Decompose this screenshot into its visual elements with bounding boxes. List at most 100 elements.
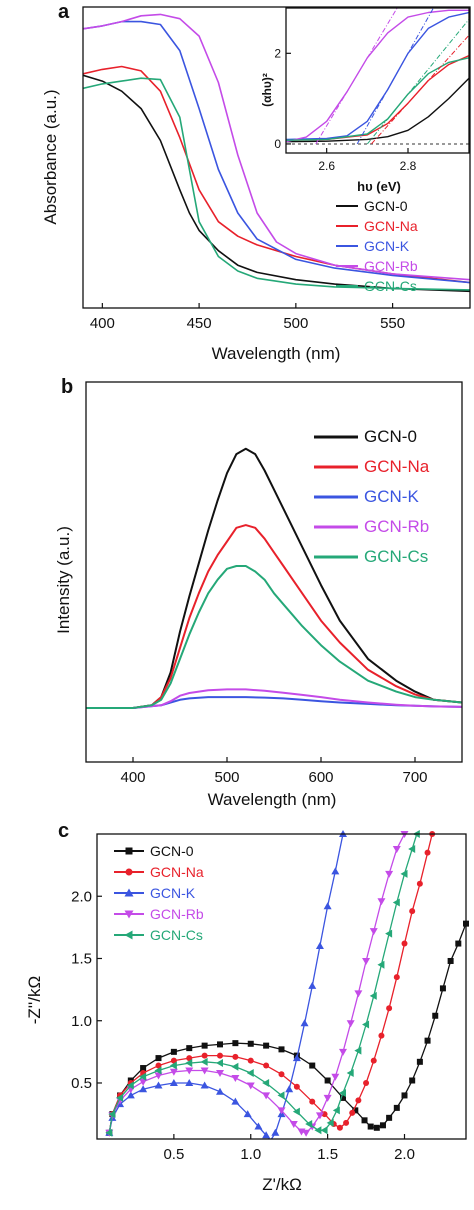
panel-c-point-gcn-0-15 (309, 1062, 316, 1069)
panel-b-x-tick-label-0: 400 (120, 769, 145, 786)
panel-c-legend-marker-gcn-na (125, 868, 133, 876)
panel-c-point-gcn-0-21 (373, 1124, 380, 1131)
panel-c-x-tick-label-0: 0.5 (163, 1146, 184, 1163)
panel-a-legend-label-gcn-cs: GCN-Cs (364, 278, 417, 294)
panel-b-legend-label-gcn-0: GCN-0 (364, 427, 417, 446)
inset-x-tick-label-1: 2.8 (400, 159, 417, 173)
panel-b: b 400 500 600 700 Wavelength (nm) Intensity… (54, 376, 463, 809)
panel-c-point-gcn-rb-11 (246, 1082, 255, 1090)
panel-c-point-gcn-rb-27 (385, 870, 394, 878)
panel-c-point-gcn-0-26 (409, 1077, 416, 1084)
panel-c-series-line-gcn-rb (108, 834, 406, 1134)
inset-series-line-gcn-cs (286, 57, 469, 141)
panel-a-legend-label-gcn-rb: GCN-Rb (364, 258, 418, 274)
panel-b-series-line-gcn-0 (86, 447, 462, 709)
panel-c-point-gcn-0-17 (340, 1094, 346, 1101)
inset-y-tick-label-1: 2 (274, 47, 281, 61)
panel-c-point-gcn-k-20 (308, 981, 317, 989)
panel-c-legend-label-gcn-cs: GCN-Cs (150, 927, 203, 943)
panel-c-point-gcn-rb-4 (139, 1078, 148, 1086)
panel-c-point-gcn-0-24 (393, 1104, 400, 1111)
panel-c-point-gcn-cs-2 (116, 1093, 124, 1102)
panel-c-point-gcn-cs-3 (126, 1081, 134, 1090)
panel-c-point-gcn-k-18 (292, 1054, 301, 1062)
inset-frame (285, 7, 470, 154)
panel-b-x-tick-label-2: 600 (308, 769, 333, 786)
panel-c-point-gcn-na-9 (217, 1052, 223, 1059)
panel-c-point-gcn-0-16 (324, 1077, 331, 1084)
panel-c-point-gcn-na-21 (355, 1097, 362, 1104)
panel-c-point-gcn-na-13 (278, 1071, 285, 1078)
panel-a-series-line-gcn-0 (83, 74, 470, 293)
panel-c-point-gcn-k-11 (243, 1110, 252, 1118)
panel-c-point-gcn-rb-23 (354, 990, 363, 998)
panel-c-point-gcn-cs-6 (169, 1061, 177, 1070)
panel-c-y-tick-label-0: 0.5 (71, 1075, 92, 1092)
panel-c-point-gcn-0-19 (361, 1117, 368, 1124)
panel-c-point-gcn-na-18 (336, 1124, 343, 1131)
inset-tangent-gcn-na (371, 34, 469, 145)
panel-c-legend: GCN-0 GCN-Na GCN-K GCN-Rb GCN-Cs (114, 843, 204, 943)
panel-c-point-gcn-k-5 (154, 1081, 163, 1089)
panel-c-point-gcn-cs-29 (408, 844, 416, 853)
inset-x-label: hυ (eV) (357, 179, 401, 194)
panel-c-point-gcn-na-7 (186, 1055, 193, 1062)
panel-c-point-gcn-cs-5 (154, 1066, 162, 1075)
panel-a-y-label: Absorbance (a.u.) (41, 89, 60, 224)
panel-c-point-gcn-na-29 (416, 880, 423, 887)
panel-c-point-gcn-k-3 (126, 1091, 135, 1099)
panel-c-point-gcn-cs-23 (362, 1020, 370, 1029)
panel-c-point-gcn-cs-19 (332, 1106, 340, 1115)
panel-c-y-tick-label-3: 2.0 (71, 888, 92, 905)
panel-a-legend-label-gcn-na: GCN-Na (364, 218, 418, 234)
panel-b-frame (85, 381, 463, 763)
panel-c-point-gcn-rb-14 (289, 1121, 298, 1129)
panel-b-x-ticks: 400 500 600 700 (120, 757, 428, 786)
panel-a: a 400 450 500 550 Wavelength (nm) Absorbanc… (41, 1, 471, 363)
panel-c-series-line-gcn-k (108, 834, 344, 1139)
panel-c-point-gcn-na-11 (247, 1057, 254, 1064)
panel-c-point-gcn-rb-6 (169, 1068, 178, 1076)
panel-c-point-gcn-rb-5 (154, 1072, 163, 1080)
panel-c-point-gcn-rb-8 (200, 1067, 209, 1075)
panel-a-frame (82, 6, 471, 309)
panel-c-point-gcn-rb-25 (369, 928, 378, 936)
panel-c-point-gcn-na-24 (378, 1032, 385, 1039)
panel-c-point-gcn-cs-15 (305, 1120, 313, 1129)
inset-x-tick-label-0: 2.6 (318, 159, 335, 173)
panel-c-point-gcn-cs-16 (314, 1126, 322, 1135)
panel-c-point-gcn-0-10 (232, 1040, 239, 1047)
panel-c: c 0.5 1.0 1.5 2.0 0.5 1.0 1.5 2.0 Z'/kΩ -Z''/kΩ… (25, 820, 469, 1194)
panel-b-series-group (86, 447, 462, 709)
panel-c-point-gcn-na-23 (370, 1057, 377, 1064)
panel-c-point-gcn-cs-27 (392, 898, 400, 907)
panel-b-label: b (61, 376, 73, 398)
panel-c-point-gcn-0-31 (447, 957, 454, 964)
panel-c-point-gcn-na-26 (393, 974, 400, 981)
panel-c-point-gcn-cs-10 (231, 1062, 239, 1071)
panel-c-point-gcn-0-25 (401, 1092, 408, 1099)
panel-c-point-gcn-rb-19 (323, 1094, 332, 1102)
inset-tangent-gcn-k (356, 8, 434, 145)
panel-c-point-gcn-k-21 (315, 942, 324, 950)
panel-c-point-gcn-na-19 (343, 1119, 350, 1126)
panel-c-legend-marker-gcn-cs (124, 930, 133, 940)
panel-c-point-gcn-na-5 (155, 1062, 162, 1069)
panel-c-point-gcn-rb-9 (216, 1070, 224, 1078)
panel-c-legend-label-gcn-k: GCN-K (150, 885, 196, 901)
panel-c-point-gcn-0-6 (170, 1048, 177, 1055)
panel-c-point-gcn-rb-7 (185, 1067, 194, 1075)
panel-c-point-gcn-na-6 (170, 1057, 177, 1064)
inset-y-tick-label-0: 0 (274, 137, 281, 151)
panel-c-point-gcn-0-20 (367, 1123, 374, 1130)
panel-c-point-gcn-0-12 (263, 1042, 270, 1049)
panel-c-point-gcn-0-29 (432, 1012, 439, 1019)
panel-c-point-gcn-k-17 (285, 1085, 294, 1093)
panel-c-point-gcn-cs-11 (246, 1069, 254, 1078)
panel-c-point-gcn-rb-20 (331, 1073, 340, 1081)
panel-c-point-gcn-cs-28 (400, 869, 408, 878)
panel-c-point-gcn-na-30 (424, 849, 431, 856)
panel-a-x-tick-label-2: 500 (283, 315, 308, 332)
panel-c-point-gcn-cs-12 (262, 1078, 270, 1087)
panel-a-series-line-gcn-k (83, 20, 470, 284)
